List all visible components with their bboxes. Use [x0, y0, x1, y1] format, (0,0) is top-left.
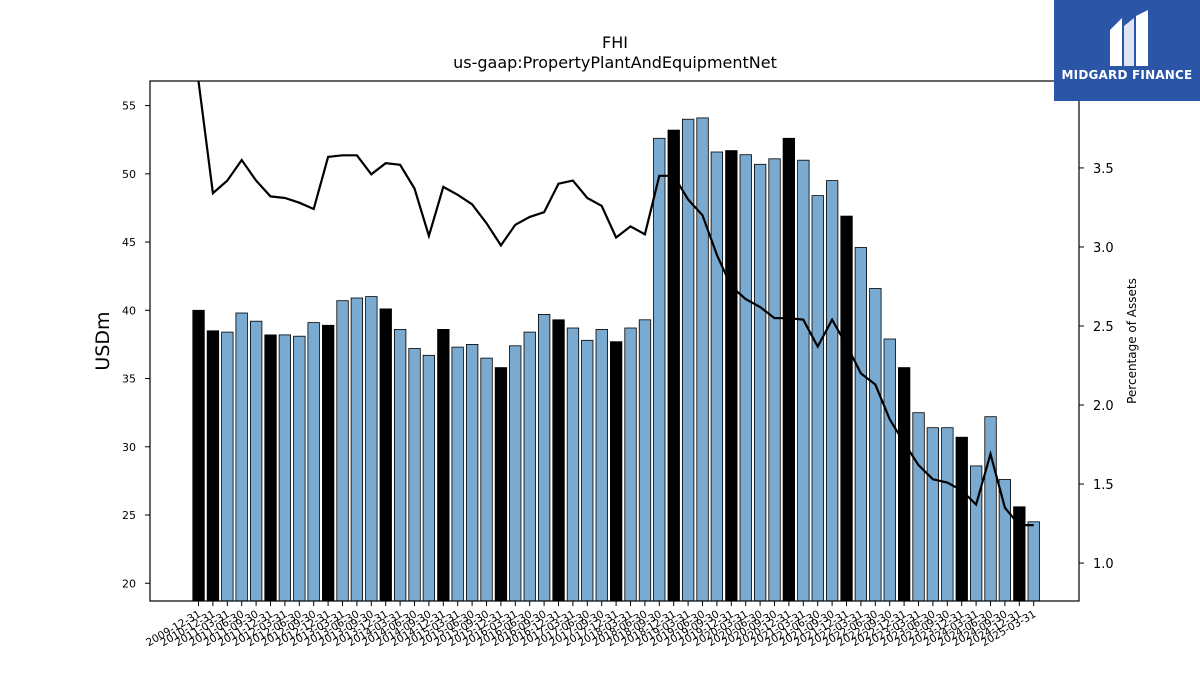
bar [1027, 521, 1040, 602]
bar [307, 322, 320, 602]
bar [797, 159, 810, 602]
bar [465, 343, 479, 602]
bar [595, 328, 608, 602]
bar [494, 367, 508, 602]
bar [869, 288, 882, 602]
bar [955, 436, 968, 602]
bar [235, 312, 248, 602]
bar [206, 330, 220, 602]
bar [970, 465, 983, 602]
bar [898, 367, 911, 602]
y2-tick-label: 3.0 [1093, 241, 1114, 256]
bar [610, 341, 623, 602]
bar [854, 247, 867, 602]
bar [624, 327, 637, 602]
bar [998, 479, 1011, 602]
bar [451, 346, 464, 602]
y-tick-label: 30 [122, 441, 136, 454]
bar [768, 158, 781, 602]
bar [739, 154, 752, 602]
bar [379, 308, 392, 602]
bar [883, 338, 896, 602]
y2-tick-label: 1.0 [1093, 557, 1114, 572]
bar [696, 117, 709, 602]
y-tick-label: 45 [122, 236, 136, 249]
bar [480, 357, 493, 602]
plot-frame [149, 80, 1080, 602]
bar [667, 129, 680, 602]
y2-tick-label: 3.5 [1093, 162, 1114, 177]
y-tick-label: 35 [122, 373, 136, 386]
bar [912, 412, 925, 602]
bar [336, 300, 349, 602]
bar [538, 313, 551, 602]
y-tick-label: 20 [122, 577, 136, 590]
bar [754, 163, 767, 602]
y-tick-label: 55 [122, 100, 136, 113]
y2-tick-label: 2.5 [1093, 320, 1114, 335]
bar [581, 339, 594, 602]
chart-title: FHI [602, 33, 628, 52]
y-tick-label: 25 [122, 509, 136, 522]
bar [782, 137, 795, 602]
bar [826, 180, 839, 602]
midgard-finance-logo: MIDGARD FINANCE [1054, 0, 1200, 101]
bar [941, 427, 954, 602]
bar [653, 137, 666, 602]
bar [264, 334, 277, 602]
bar [984, 416, 997, 602]
bar [365, 296, 378, 602]
logo-mark-icon [1110, 10, 1148, 66]
bar [350, 297, 364, 602]
bar [840, 215, 853, 602]
y2-tick-label: 2.0 [1093, 399, 1114, 414]
bar [811, 195, 824, 602]
bar [552, 319, 565, 602]
bars-layer [192, 117, 1040, 602]
bar [566, 327, 580, 602]
bar [509, 345, 522, 602]
bar [293, 335, 306, 602]
ticks-layer: 2009-12-312010-12-312011-03-312011-06-30… [122, 100, 1114, 650]
bar [926, 427, 939, 602]
bar [523, 331, 536, 602]
y-tick-label: 40 [122, 304, 136, 317]
bar [192, 309, 205, 602]
bar [393, 328, 407, 602]
bar [710, 151, 723, 602]
bar [249, 320, 263, 602]
chart-subtitle: us-gaap:PropertyPlantAndEquipmentNet [453, 53, 777, 72]
bar [437, 328, 450, 602]
bar [278, 334, 292, 602]
bar [408, 348, 421, 602]
bar [221, 331, 234, 602]
bar [422, 354, 436, 602]
percentage-line [197, 80, 1034, 527]
bar [638, 319, 652, 602]
bar [725, 150, 738, 602]
y2-axis-label: Percentage of Assets [1125, 278, 1139, 404]
y-axis-label: USDm [92, 311, 114, 370]
y2-tick-label: 1.5 [1093, 478, 1114, 493]
logo-text: MIDGARD FINANCE [1061, 68, 1193, 82]
y-tick-label: 50 [122, 168, 136, 181]
bar [321, 324, 335, 602]
